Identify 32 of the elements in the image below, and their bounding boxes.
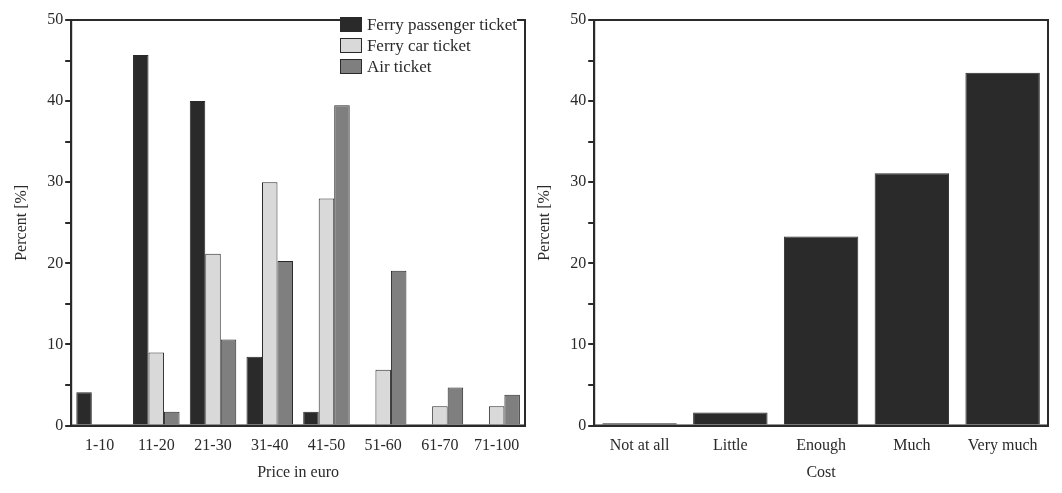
x-tick-label: 11-20 bbox=[137, 436, 175, 454]
y-tick-label: 10 bbox=[47, 334, 64, 352]
x-tick-label: Not at all bbox=[609, 436, 670, 454]
x-axis-title: Cost bbox=[806, 462, 837, 480]
y-axis-title: Percent [%] bbox=[534, 184, 552, 261]
y-tick-label: 20 bbox=[47, 253, 64, 271]
y-tick-label: 20 bbox=[570, 253, 587, 271]
y-tick-label: 0 bbox=[578, 415, 587, 433]
x-tick-label: Very much bbox=[967, 436, 1038, 455]
y-tick-label: 50 bbox=[47, 10, 64, 28]
legend-label: Ferry car ticket bbox=[366, 35, 471, 56]
x-tick-label: 31-40 bbox=[251, 436, 289, 454]
x-tick-label: Enough bbox=[796, 436, 846, 455]
y-axis-title: Percent [%] bbox=[11, 184, 29, 261]
y-tick-label: 40 bbox=[47, 91, 64, 109]
x-tick-label: 21-30 bbox=[194, 436, 232, 454]
y-tick-label: 30 bbox=[570, 172, 587, 190]
x-tick-label: Much bbox=[893, 436, 931, 454]
y-tick-label: 40 bbox=[570, 91, 587, 109]
y-tick-label: 50 bbox=[570, 10, 587, 28]
y-tick-label: 10 bbox=[570, 334, 587, 352]
x-tick-label: 41-50 bbox=[307, 436, 346, 454]
x-tick-label: Little bbox=[713, 436, 748, 454]
x-tick-label: 51-60 bbox=[364, 436, 402, 454]
legend-label: Air ticket bbox=[366, 56, 432, 77]
x-axis-title: Price in euro bbox=[257, 462, 339, 480]
x-tick-label: 1-10 bbox=[84, 436, 115, 454]
legend-label: Ferry passenger ticket bbox=[366, 14, 517, 35]
x-tick-label: 71-100 bbox=[473, 436, 520, 454]
y-tick-label: 0 bbox=[55, 415, 64, 433]
y-tick-label: 30 bbox=[47, 172, 64, 190]
x-tick-label: 61-70 bbox=[421, 436, 459, 454]
